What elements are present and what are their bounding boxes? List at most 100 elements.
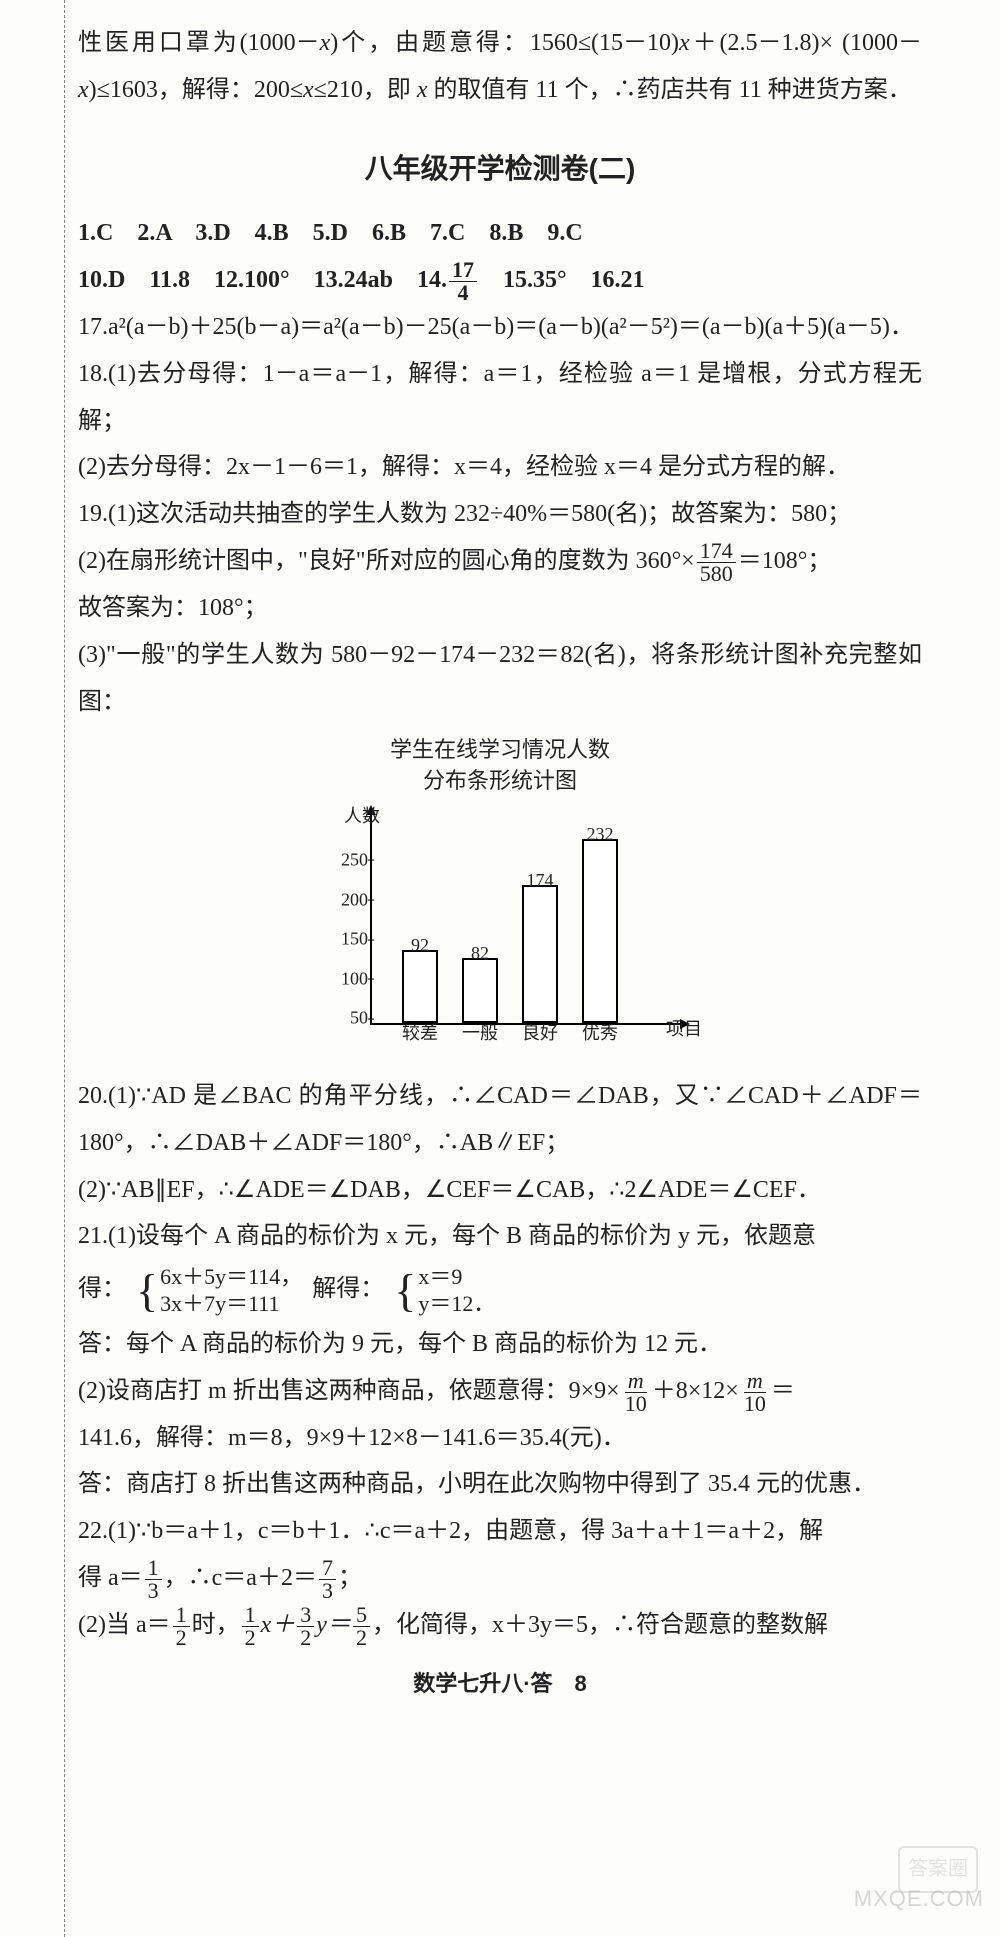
sys-lines: x＝9 y＝12． [418, 1264, 495, 1317]
q19-2c: 故答案为：108°； [78, 585, 922, 632]
y-tick: 50 [340, 1001, 368, 1036]
den: 580 [697, 563, 736, 585]
brace-icon: { [136, 1268, 158, 1314]
chart-title-l1: 学生在线学习情况人数 [390, 737, 610, 762]
mc-row1: 1.C 2.A 3.D 4.B 5.D 6.B 7.C 8.B 9.C [78, 210, 922, 257]
num: m [625, 1370, 647, 1393]
t: 时， [192, 1612, 240, 1638]
q22-2: (2)当 a＝12时，12x＋32y＝52，化简得，x＋3y＝5，∴符合题意的整… [78, 1602, 922, 1649]
t: )个，由题意得：1560≤(15－10) [330, 30, 679, 56]
den: 10 [741, 1393, 769, 1415]
t: 解得： [312, 1276, 384, 1302]
t: (2)当 a＝ [78, 1612, 171, 1638]
den: 3 [145, 1580, 162, 1602]
q21-ans1: 答：每个 A 商品的标价为 9 元，每个 B 商品的标价为 12 元． [78, 1321, 922, 1368]
den: 3 [319, 1580, 336, 1602]
bar: 174良好 [522, 885, 558, 1023]
bar-value: 174 [527, 863, 554, 898]
y-axis [370, 815, 372, 1025]
fraction: 12 [173, 1604, 190, 1649]
bar: 92较差 [402, 950, 438, 1023]
q21-1a: 21.(1)设每个 A 商品的标价为 x 元，每个 B 商品的标价为 y 元，依… [78, 1213, 922, 1260]
var-x: x [320, 30, 331, 56]
eq-line: 3x＋7y＝111 [160, 1291, 302, 1317]
eq-line: x＝9 [418, 1264, 495, 1290]
t: 得： [78, 1276, 126, 1302]
q20-2: (2)∵AB∥EF，∴∠ADE＝∠DAB，∠CEF＝∠CAB，∴2∠ADE＝∠C… [78, 1167, 922, 1214]
num: 3 [297, 1604, 314, 1627]
fraction: 12 [242, 1604, 259, 1649]
bar-category: 优秀 [582, 1016, 618, 1051]
q21-ans2: 答：商店打 8 折出售这两种商品，小明在此次购物中得到了 35.4 元的优惠． [78, 1461, 922, 1508]
fraction: 32 [297, 1604, 314, 1649]
num: 174 [697, 540, 736, 563]
q20-1: 20.(1)∵AD 是∠BAC 的角平分线，∴∠CAD＝∠DAB，又∵∠CAD＋… [78, 1073, 922, 1167]
q18-1: 18.(1)去分母得：1－a＝a－1，解得：a＝1，经检验 a＝1 是增根，分式… [78, 351, 922, 445]
t: ，∴c＝a＋2＝ [164, 1565, 317, 1591]
bar-value: 92 [411, 928, 429, 963]
t: ＋(2.5－1.8)× [690, 30, 833, 56]
t: 11 种进货方案． [739, 77, 912, 103]
y-tick: 200 [340, 882, 368, 917]
eq-line: 6x＋5y＝114， [160, 1264, 302, 1290]
num: 17 [449, 259, 477, 282]
num: 1 [242, 1604, 259, 1627]
num: m [744, 1370, 766, 1393]
fraction: 73 [319, 1557, 336, 1602]
var-x: x [417, 77, 428, 103]
den: 10 [622, 1393, 650, 1415]
sys-lines: 6x＋5y＝114， 3x＋7y＝111 [160, 1264, 302, 1317]
t: 10.D 11.8 12.100° 13.24ab 14. [78, 267, 447, 293]
t: (2)在扇形统计图中，"良好"所对应的圆心角的度数为 360°× [78, 548, 695, 574]
page-footer: 数学七升八·答 8 [78, 1663, 922, 1706]
chart-title-l2: 分布条形统计图 [423, 768, 577, 793]
t: x＋ [261, 1612, 296, 1638]
den: 2 [353, 1627, 370, 1649]
mc-row2: 10.D 11.8 12.100° 13.24ab 14.174 15.35° … [78, 257, 922, 304]
t: ≤210，即 [314, 77, 417, 103]
q19-2: (2)在扇形统计图中，"良好"所对应的圆心角的度数为 360°×174580＝1… [78, 538, 922, 585]
var-x: x [303, 77, 314, 103]
fraction: 174 [449, 259, 477, 304]
bar-chart: 人数 项目 5010015020025092较差82一般174良好232优秀 [310, 805, 690, 1055]
q19-1: 19.(1)这次活动共抽查的学生人数为 232÷40%＝580(名)；故答案为：… [78, 491, 922, 538]
fraction: 13 [145, 1557, 162, 1602]
num: 1 [145, 1557, 162, 1580]
t: 性医用口罩为(1000－ [78, 30, 320, 56]
section-title: 八年级开学检测卷(二) [78, 142, 922, 197]
var-x: x [78, 77, 89, 103]
t: )≤1603，解得：200≤ [89, 77, 303, 103]
den: 2 [242, 1627, 259, 1649]
bar-category: 较差 [402, 1016, 438, 1051]
eq-line: y＝12． [418, 1291, 495, 1317]
t: ； [338, 1565, 362, 1591]
t: 的取值有 11 个，∴药店共有 [427, 77, 732, 103]
t: 得 a＝ [78, 1565, 143, 1591]
fraction: 174580 [697, 540, 736, 585]
bar-value: 232 [587, 817, 614, 852]
q21-1-sys: 得： { 6x＋5y＝114， 3x＋7y＝111 解得： { x＝9 y＝12… [78, 1260, 922, 1321]
brace-icon: { [394, 1268, 416, 1314]
page: 性医用口罩为(1000－x)个，由题意得：1560≤(15－10)x＋(2.5－… [0, 0, 1000, 1937]
q22-1b: 得 a＝13，∴c＝a＋2＝73； [78, 1555, 922, 1602]
q18-2: (2)去分母得：2x－1－6＝1，解得：x＝4，经检验 x＝4 是分式方程的解． [78, 444, 922, 491]
chart-title: 学生在线学习情况人数 分布条形统计图 [390, 735, 610, 797]
q22-1a: 22.(1)∵b＝a＋1，c＝b＋1．∴c＝a＋2，由题意，得 3a＋a＋1＝a… [78, 1508, 922, 1555]
q21-2d: 141.6，解得：m＝8，9×9＋12×8－141.6＝35.4(元)． [78, 1415, 922, 1462]
fraction: 52 [353, 1604, 370, 1649]
bar-value: 82 [471, 936, 489, 971]
x-axis-label: 项目 [666, 1012, 702, 1047]
intro-paragraph: 性医用口罩为(1000－x)个，由题意得：1560≤(15－10)x＋(2.5－… [78, 20, 922, 114]
fraction: m10 [622, 1370, 650, 1415]
q17: 17.a²(a－b)＋25(b－a)＝a²(a－b)－25(a－b)＝(a－b)… [78, 304, 922, 351]
bar-category: 良好 [522, 1016, 558, 1051]
den: 2 [173, 1627, 190, 1649]
den: 2 [297, 1627, 314, 1649]
t: ＝ [771, 1378, 795, 1404]
y-tick: 150 [340, 922, 368, 957]
t: ＋8×12× [652, 1378, 739, 1404]
system-brace: { 6x＋5y＝114， 3x＋7y＝111 [136, 1264, 302, 1317]
bar: 82一般 [462, 958, 498, 1023]
q19-3: (3)"一般"的学生人数为 580－92－174－232＝82(名)，将条形统计… [78, 632, 922, 726]
num: 5 [353, 1604, 370, 1627]
